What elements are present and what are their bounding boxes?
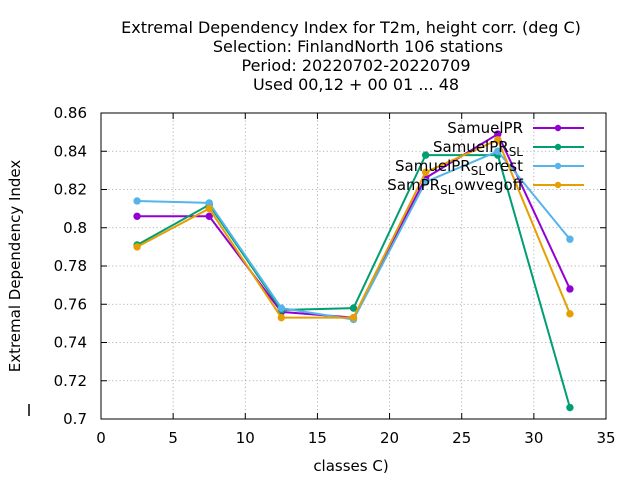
title-line-4: Used 00,12 + 00 01 ... 48 <box>253 75 459 94</box>
data-point <box>277 313 286 322</box>
data-point <box>133 212 141 220</box>
data-point <box>566 235 574 243</box>
legend-label: SamuelPRSL <box>433 138 523 159</box>
data-point <box>421 178 430 186</box>
x-axis-label: classes C) <box>313 457 388 475</box>
x-tick-label: 5 <box>168 429 178 447</box>
legend-label: SamPRSLowvegoff <box>387 176 523 197</box>
data-point <box>566 285 574 293</box>
series-3 <box>133 136 574 322</box>
data-point <box>133 197 141 205</box>
y-tick-label: 0.78 <box>54 257 87 275</box>
legend-label: SamuelPRSLorest <box>395 157 523 178</box>
y-tick-label: 0.86 <box>54 104 87 122</box>
x-tick-label: 35 <box>596 429 615 447</box>
data-point <box>494 147 502 155</box>
legend-marker <box>554 124 562 132</box>
x-tick-label: 30 <box>524 429 543 447</box>
grid <box>101 113 606 419</box>
data-point <box>277 304 286 312</box>
legend-marker <box>554 181 562 189</box>
data-point <box>133 243 141 251</box>
y-tick-label: 0.74 <box>54 334 87 352</box>
chart-title: Extremal Dependency Index for T2m, heigh… <box>121 18 581 94</box>
data-point <box>349 304 358 312</box>
x-tick-label: 15 <box>308 429 327 447</box>
y-tick-label: 0.82 <box>54 181 87 199</box>
data-point <box>494 136 502 144</box>
data-point <box>566 403 574 412</box>
title-line-1: Extremal Dependency Index for T2m, heigh… <box>121 18 581 37</box>
y-tick-label: 0.7 <box>63 410 87 428</box>
y-tick-label: 0.72 <box>54 372 87 390</box>
legend-label: SamuelPR <box>447 119 523 137</box>
data-point <box>349 313 358 322</box>
y-tick-label: 0.84 <box>54 142 87 160</box>
y-tick-label: 0.8 <box>63 219 87 237</box>
title-line-2: Selection: FinlandNorth 106 stations <box>213 37 503 56</box>
x-tick-label: 25 <box>452 429 471 447</box>
legend: SamuelPRSamuelPRSLSamuelPRSLorestSamPRSL… <box>387 119 584 197</box>
data-point <box>421 151 430 159</box>
x-tick-label: 0 <box>96 429 106 447</box>
x-tick-label: 20 <box>380 429 399 447</box>
title-line-3: Period: 20220702-20220709 <box>241 56 470 75</box>
y-axis-label: Extremal Dependency Index <box>6 160 24 373</box>
legend-marker <box>554 162 562 170</box>
legend-marker <box>554 143 562 151</box>
x-tick-label: 10 <box>236 429 255 447</box>
data-point <box>205 204 213 213</box>
data-series <box>133 130 574 412</box>
axis-ticks: 0 5 10 15 20 25 30 35 0.7 0.72 0.74 0.76 0.78 0.8 0.82… <box>54 104 616 447</box>
data-point <box>566 310 574 318</box>
y-tick-label: 0.76 <box>54 295 87 313</box>
data-point <box>421 168 430 176</box>
data-point <box>205 212 213 220</box>
